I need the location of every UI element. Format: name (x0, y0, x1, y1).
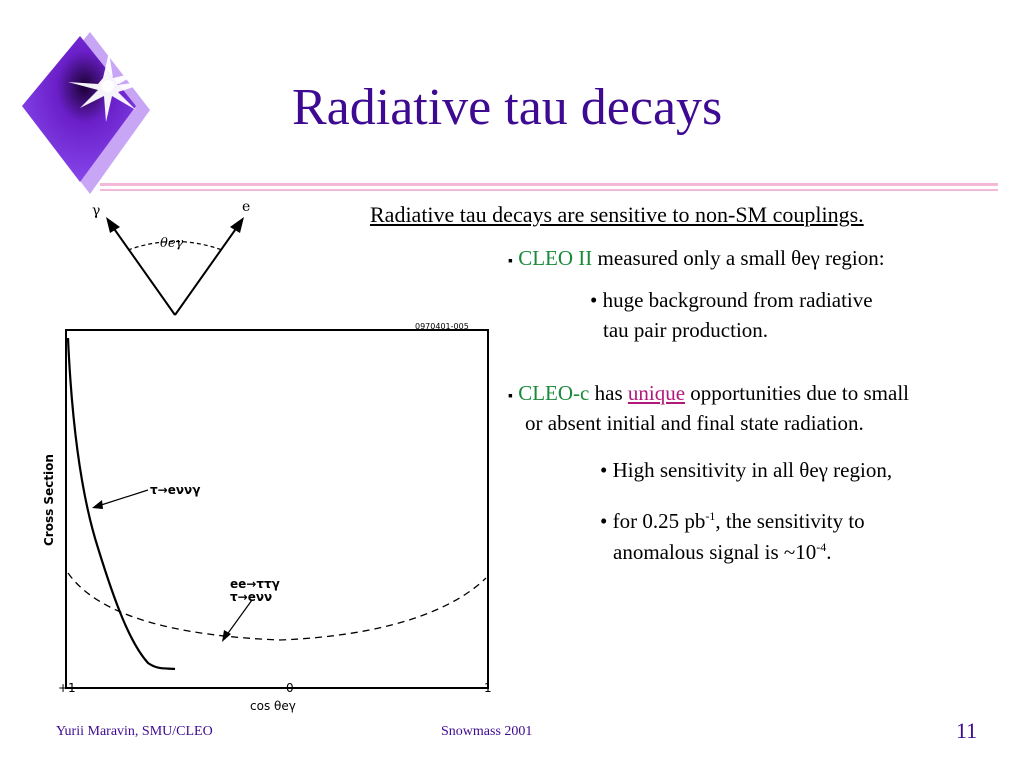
title-divider (100, 183, 998, 186)
sub-bullet-anomalous: anomalous signal is ~10-4. (613, 540, 832, 565)
electron-label: e (242, 199, 250, 215)
sub-bullet-sensitivity: • High sensitivity in all θeγ region, (600, 458, 893, 482)
gamma-label: γ (92, 203, 100, 219)
lumi-sup: -1 (705, 509, 716, 523)
theta-label: θeγ (160, 236, 184, 251)
x-tick-center: 0 (286, 681, 294, 695)
footer-event: Snowmass 2001 (441, 724, 533, 739)
has-text: has (589, 381, 628, 405)
anomalous-pre: anomalous signal is ~10 (613, 540, 817, 564)
bullet-marker: ▪ (508, 389, 513, 404)
bullet-cleo-c: ▪ CLEO-c has unique opportunities due to… (508, 381, 909, 406)
sub-bullet-background-1: • huge background from radiative (590, 288, 873, 312)
lumi-mid: , the sensitivity to (715, 509, 865, 533)
bullet-cleo-c-line2: or absent initial and final state radiat… (525, 411, 864, 435)
bullet-cleo-ii: ▪ CLEO II measured only a small θeγ regi… (508, 246, 885, 271)
x-tick-left: +1 (58, 681, 76, 695)
slide-subtitle: Radiative tau decays are sensitive to no… (370, 202, 864, 227)
cross-section-plot: 0970401-005 Cross Section τ→eννγ ee→ττγ … (42, 322, 492, 713)
bullet-cleo-c-rest: opportunities due to small (685, 381, 910, 405)
anomalous-post: . (826, 540, 832, 564)
sub-bullet-background-2: tau pair production. (603, 318, 769, 342)
cleo-ii-label: CLEO II (518, 246, 593, 270)
title-divider-thin (100, 189, 998, 191)
bullet-marker: ▪ (508, 254, 513, 269)
diamond-star-decoration (22, 32, 156, 194)
curve2-label-line2: τ→eνν (230, 590, 272, 604)
page-title: Radiative tau decays (292, 79, 723, 136)
unique-link[interactable]: unique (627, 381, 686, 405)
lumi-pre: • for 0.25 pb (600, 509, 706, 533)
y-axis-label: Cross Section (42, 454, 56, 546)
bullet-cleo-ii-text: measured only a small θeγ region: (592, 246, 885, 270)
page-number: 11 (956, 718, 978, 743)
plot-id: 0970401-005 (415, 322, 469, 331)
x-axis-label: cos θeγ (250, 699, 296, 713)
cleo-c-label: CLEO-c (518, 381, 590, 405)
anomalous-sup: -4 (816, 540, 827, 554)
angle-diagram: γ e θeγ (92, 199, 250, 316)
curve2-label-line1: ee→ττγ (230, 577, 280, 591)
x-tick-right: −1 (474, 681, 492, 695)
sub-bullet-luminosity: • for 0.25 pb-1, the sensitivity to (600, 509, 865, 534)
footer-author: Yurii Maravin, SMU/CLEO (56, 724, 213, 739)
curve1-label: τ→eννγ (150, 483, 200, 497)
